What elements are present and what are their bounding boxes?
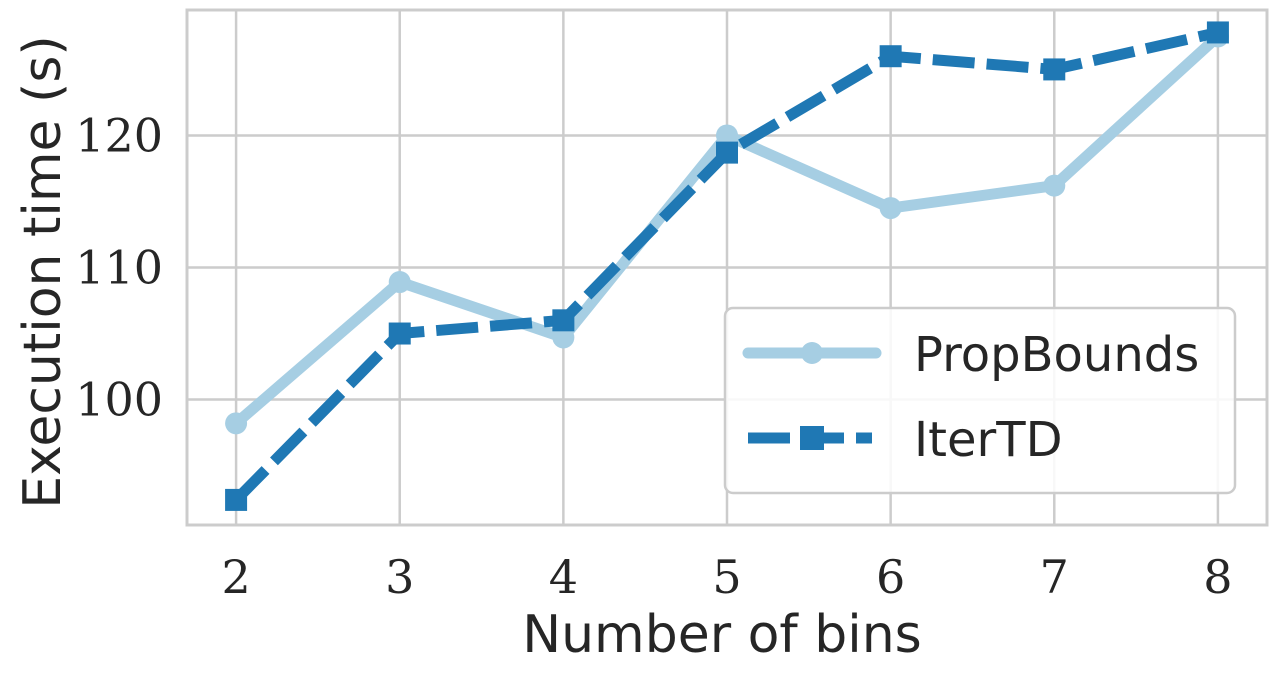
- y-tick-label: 100: [75, 373, 163, 427]
- x-axis-title: Number of bins: [522, 605, 922, 665]
- series-layer: [225, 21, 1229, 511]
- x-tick-label: 8: [1203, 550, 1232, 604]
- x-tick-label: 5: [712, 550, 741, 604]
- data-point-itertd: [225, 488, 248, 511]
- data-point-propbounds: [388, 271, 411, 294]
- data-point-itertd: [1043, 58, 1066, 81]
- legend-label-propbounds: PropBounds: [914, 327, 1199, 383]
- tick-labels: 2 3 4 5 6 7 8 100 110 120: [75, 108, 1232, 604]
- data-point-itertd: [552, 309, 575, 332]
- data-point-propbounds: [225, 412, 248, 435]
- grid: [187, 10, 1267, 525]
- x-tick-label: 7: [1040, 550, 1069, 604]
- legend-item-itertd: IterTD: [748, 412, 1063, 468]
- x-tick-label: 4: [549, 550, 578, 604]
- data-point-propbounds: [1043, 174, 1066, 197]
- y-axis-title: Execution time (s): [13, 35, 73, 508]
- y-tick-label: 110: [75, 241, 163, 295]
- data-point-itertd: [716, 141, 738, 164]
- plot-frame: [185, 8, 1269, 527]
- x-tick-label: 3: [385, 550, 414, 604]
- y-tick-label: 120: [75, 108, 163, 162]
- series-itertd: [225, 21, 1229, 511]
- data-point-itertd: [879, 45, 902, 68]
- legend-marker-propbounds: [801, 342, 823, 364]
- legend: PropBounds IterTD: [723, 306, 1237, 495]
- data-point-propbounds: [879, 197, 902, 220]
- data-point-itertd: [1206, 21, 1229, 44]
- legend-marker-itertd: [800, 426, 824, 450]
- x-tick-label: 2: [221, 550, 250, 604]
- legend-item-propbounds: PropBounds: [742, 327, 1199, 383]
- data-point-propbounds: [552, 326, 575, 349]
- x-tick-label: 6: [876, 550, 905, 604]
- data-point-itertd: [388, 322, 411, 345]
- data-point-propbounds: [716, 124, 738, 147]
- legend-label-itertd: IterTD: [914, 412, 1063, 468]
